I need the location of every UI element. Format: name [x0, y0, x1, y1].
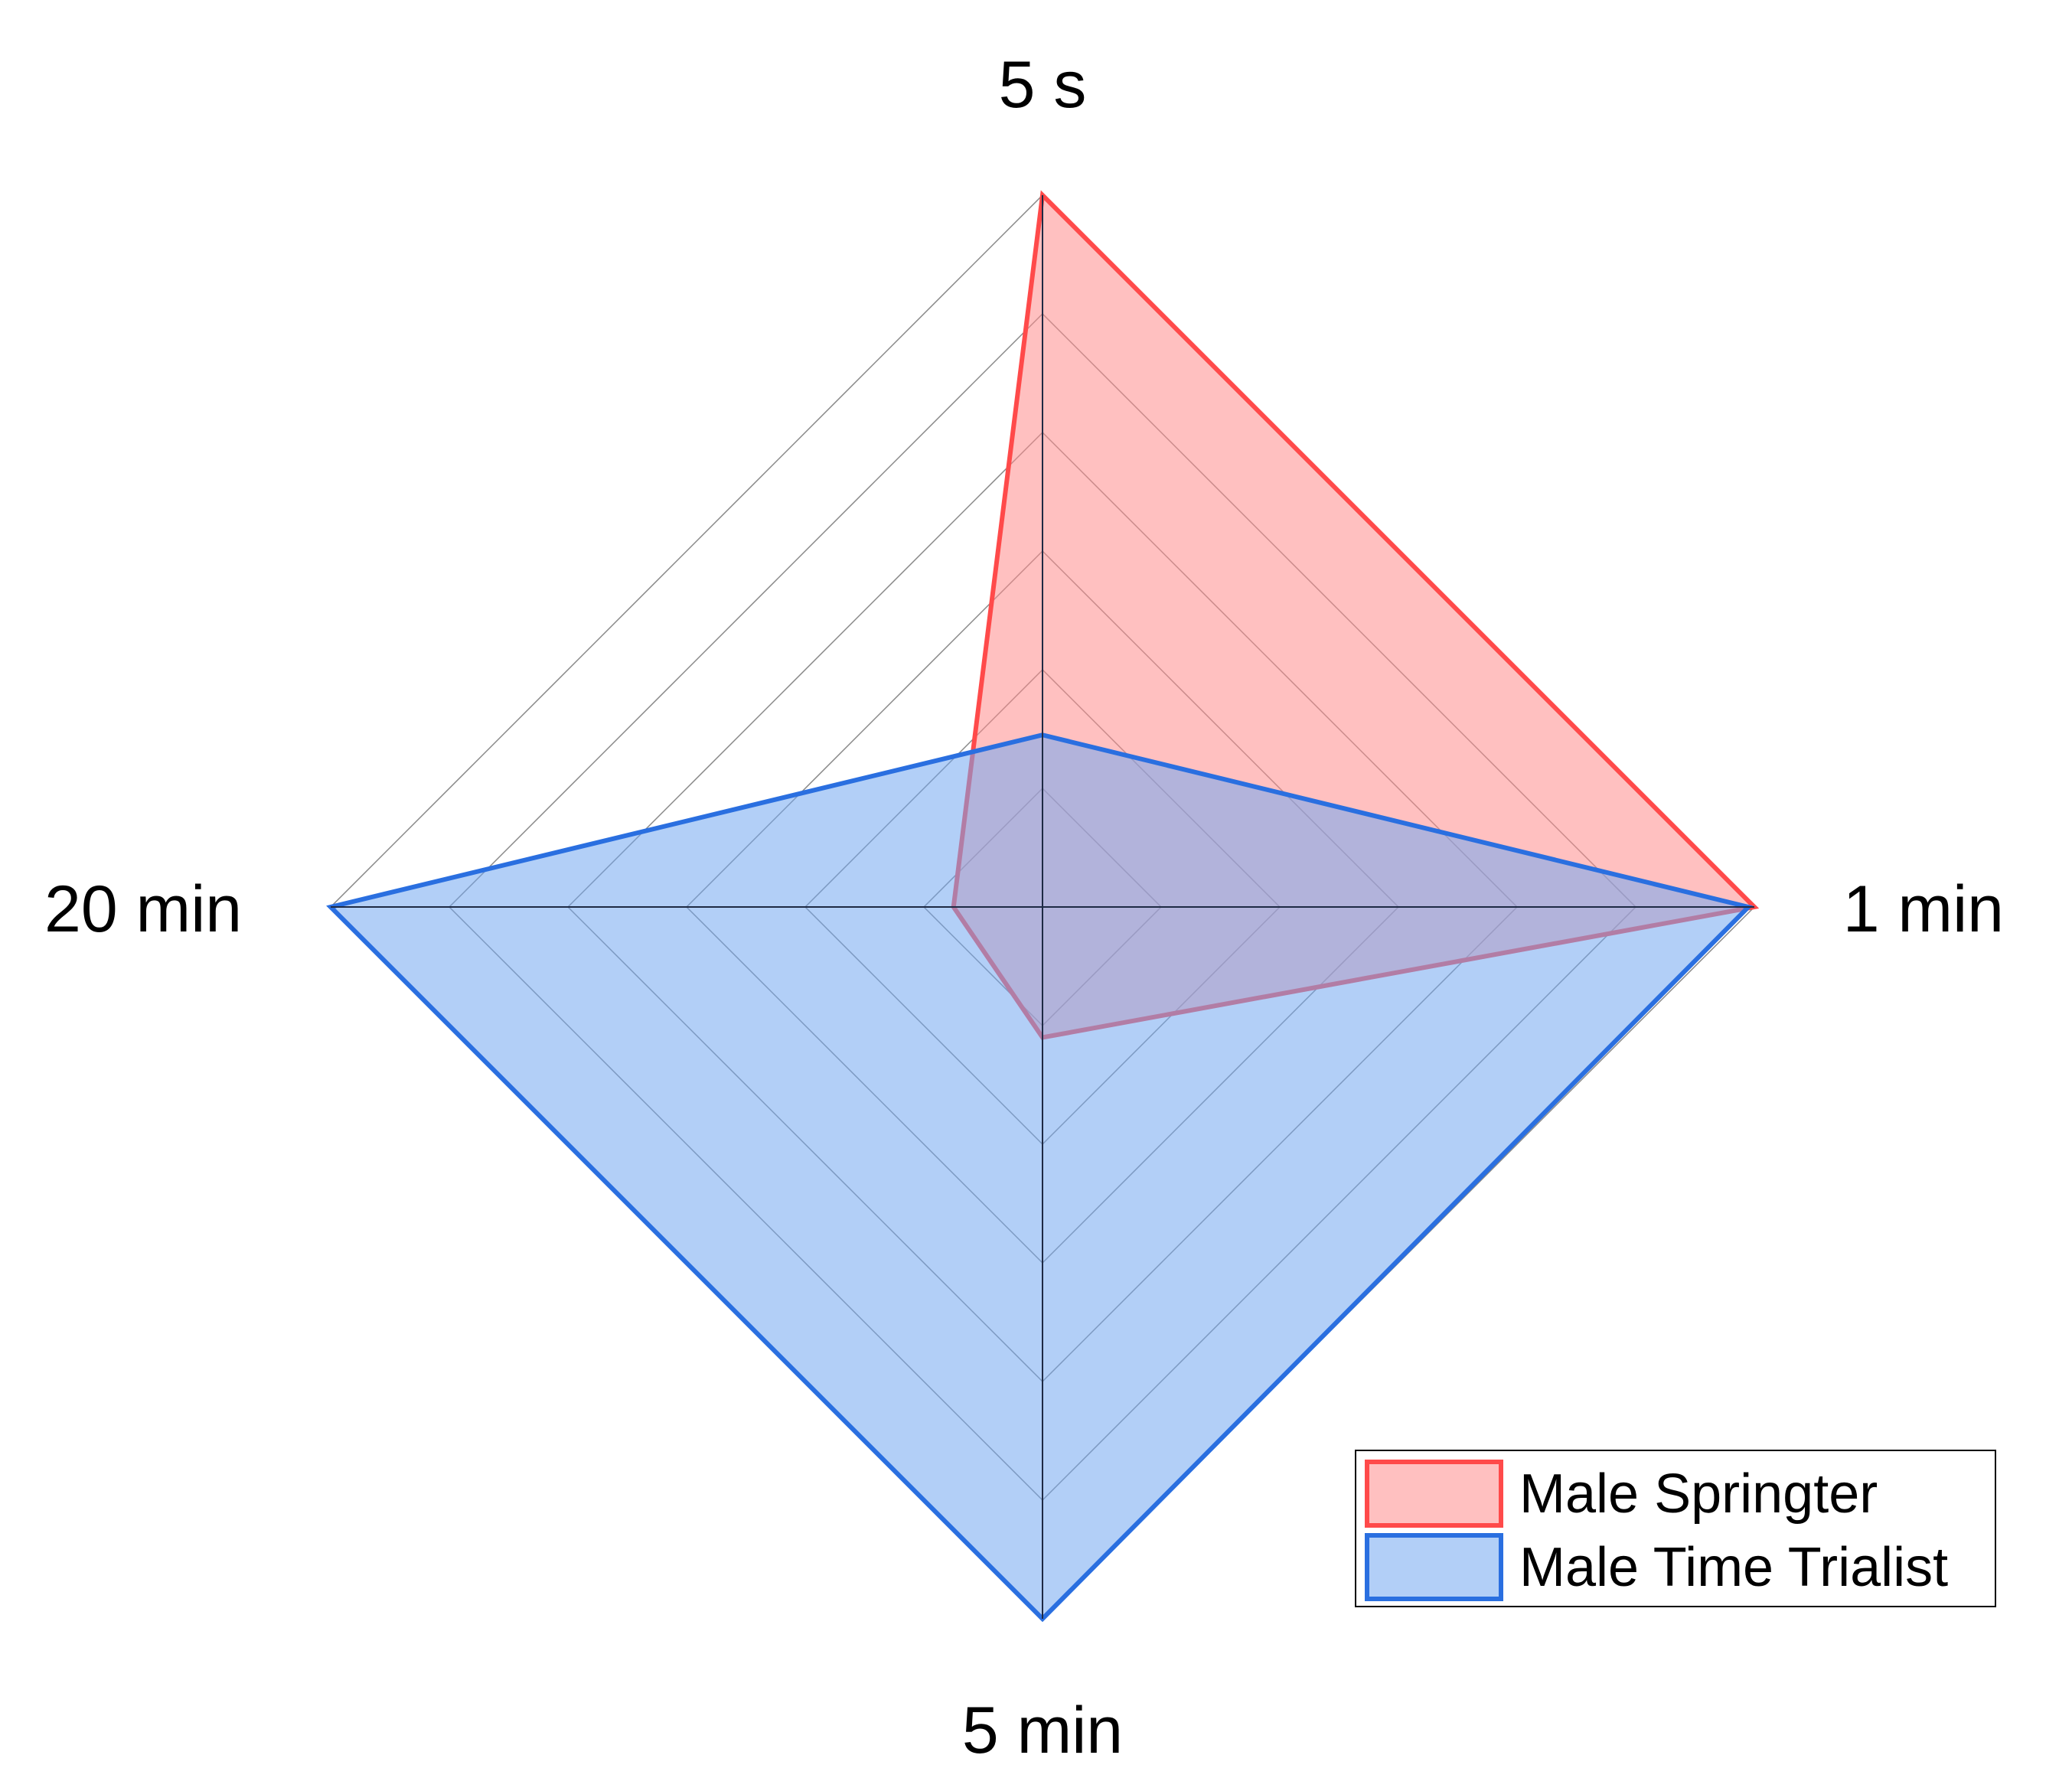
legend-label-male-springter: Male Springter	[1519, 1463, 1878, 1525]
legend-label-male-time-trialist: Male Time Trialist	[1519, 1537, 1948, 1598]
axis-label-1-min: 1 min	[1843, 873, 2004, 946]
radar-spokes	[331, 195, 1754, 1619]
legend: Male Springter Male Time Trialist	[1355, 1450, 1996, 1607]
legend-swatch-male-springter	[1365, 1460, 1503, 1528]
axis-label-5-min: 5 min	[962, 1694, 1123, 1767]
axis-label-20-min: 20 min	[44, 873, 242, 946]
axis-label-5-s: 5 s	[999, 48, 1087, 122]
legend-swatch-male-time-trialist	[1365, 1533, 1503, 1601]
axis-labels: 5 s 1 min 5 min 20 min	[44, 48, 2004, 1767]
